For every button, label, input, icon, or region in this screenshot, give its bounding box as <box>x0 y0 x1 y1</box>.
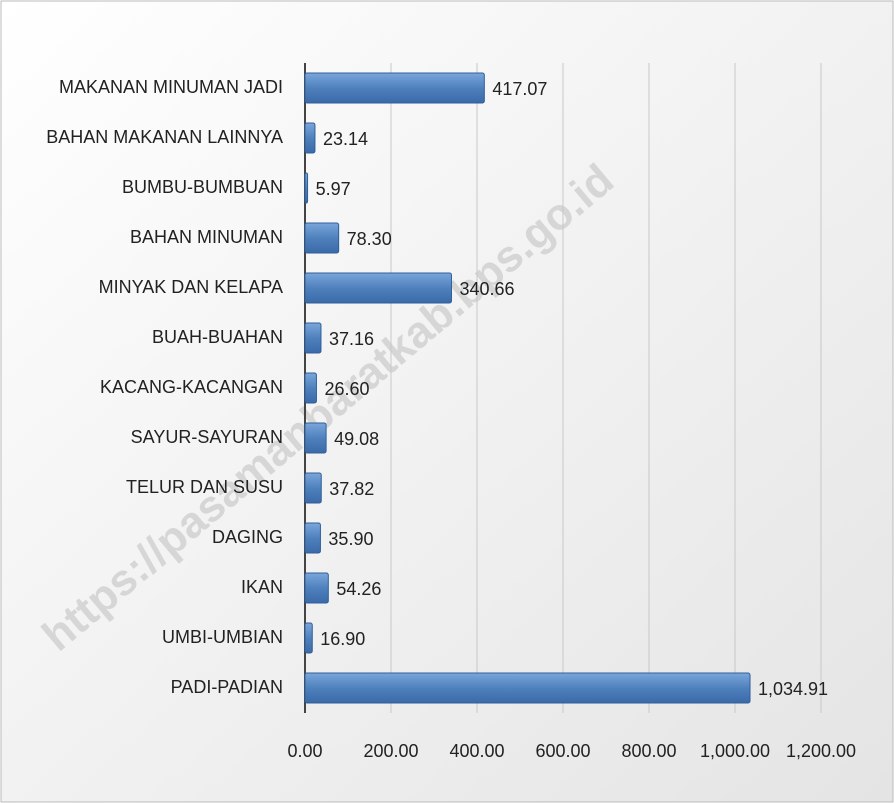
bar <box>304 622 313 654</box>
data-label: 1,034.91 <box>758 679 828 699</box>
data-label: 340.66 <box>459 279 514 299</box>
bar <box>304 572 329 604</box>
data-label: 78.30 <box>347 229 392 249</box>
data-label: 5.97 <box>316 179 351 199</box>
data-label: 35.90 <box>328 529 373 549</box>
bar <box>304 172 309 204</box>
y-tick-label: MAKANAN MINUMAN JADI <box>59 77 283 97</box>
bar <box>304 672 751 704</box>
data-label: 26.60 <box>324 379 369 399</box>
data-label: 23.14 <box>323 129 368 149</box>
y-tick-label: MINYAK DAN KELAPA <box>99 277 283 297</box>
x-tick-label: 1,000.00 <box>700 741 770 761</box>
x-tick-label: 600.00 <box>535 741 590 761</box>
bar <box>304 222 340 254</box>
bar <box>304 72 485 104</box>
y-tick-label: TELUR DAN SUSU <box>126 477 283 497</box>
y-tick-label: UMBI-UMBIAN <box>162 627 283 647</box>
data-label: 49.08 <box>334 429 379 449</box>
data-label: 16.90 <box>320 629 365 649</box>
bar <box>304 322 322 354</box>
bar <box>304 422 327 454</box>
x-tick-label: 400.00 <box>449 741 504 761</box>
y-tick-label: BAHAN MINUMAN <box>130 227 283 247</box>
y-tick-label: DAGING <box>212 527 283 547</box>
bar <box>304 122 316 154</box>
y-tick-label: PADI-PADIAN <box>171 677 283 697</box>
bar <box>304 272 452 304</box>
data-label: 54.26 <box>336 579 381 599</box>
x-tick-label: 0.00 <box>287 741 322 761</box>
bar <box>304 372 317 404</box>
data-label: 37.16 <box>329 329 374 349</box>
data-label: 417.07 <box>492 79 547 99</box>
y-tick-label: KACANG-KACANGAN <box>100 377 283 397</box>
x-tick-label: 200.00 <box>363 741 418 761</box>
data-label: 37.82 <box>329 479 374 499</box>
x-tick-label: 800.00 <box>621 741 676 761</box>
bar <box>304 522 321 554</box>
y-tick-label: SAYUR-SAYURAN <box>131 427 283 447</box>
x-tick-label: 1,200.00 <box>786 741 856 761</box>
y-tick-label: BUAH-BUAHAN <box>152 327 283 347</box>
bar <box>304 472 322 504</box>
y-tick-label: BUMBU-BUMBUAN <box>122 177 283 197</box>
y-tick-label: IKAN <box>241 577 283 597</box>
y-tick-label: BAHAN MAKANAN LAINNYA <box>46 127 283 147</box>
